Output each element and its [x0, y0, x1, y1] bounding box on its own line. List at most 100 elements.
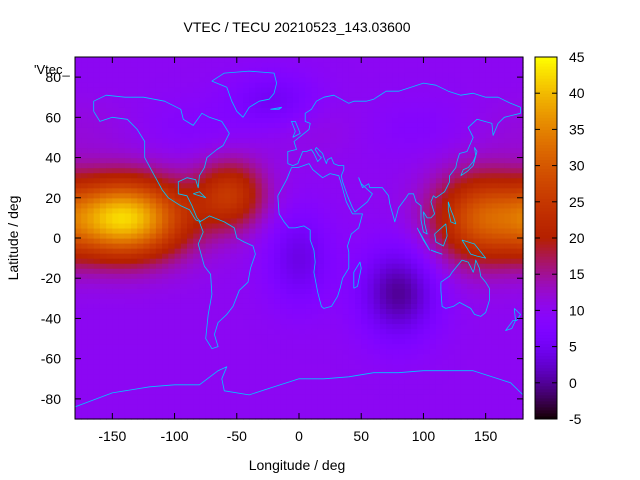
heatmap-cell [491, 408, 499, 415]
heatmap-cell [106, 283, 113, 289]
heatmap-cell [398, 72, 406, 78]
heatmap-cell [417, 343, 425, 350]
heatmap-cell [429, 268, 437, 274]
heatmap-cell [491, 107, 499, 113]
heatmap-cell [274, 313, 281, 320]
heatmap-cell [498, 182, 505, 189]
heatmap-cell [435, 393, 443, 400]
heatmap-cell [205, 298, 213, 304]
heatmap-cell [361, 338, 369, 345]
heatmap-cell [280, 92, 288, 98]
heatmap-cell [498, 82, 505, 88]
heatmap-cell [99, 343, 107, 350]
heatmap-cell [491, 222, 499, 229]
heatmap-cell [162, 243, 169, 249]
heatmap-cell [485, 62, 493, 68]
heatmap-cell [211, 67, 219, 73]
heatmap-cell [323, 152, 331, 159]
heatmap-cell [218, 187, 225, 194]
heatmap-cell [286, 363, 294, 370]
heatmap-cell [442, 393, 449, 400]
heatmap-cell [205, 378, 213, 385]
heatmap-cell [81, 117, 89, 123]
heatmap-cell [448, 157, 456, 164]
heatmap-cell [236, 383, 244, 390]
heatmap-cell [361, 102, 369, 108]
heatmap-cell [473, 217, 481, 224]
heatmap-cell [112, 167, 120, 174]
heatmap-cell [243, 92, 250, 98]
heatmap-cell [137, 318, 145, 325]
heatmap-cell [361, 323, 369, 330]
heatmap-cell [479, 298, 487, 304]
heatmap-cell [118, 338, 126, 345]
heatmap-cell [75, 162, 82, 169]
heatmap-cell [149, 288, 157, 294]
heatmap-cell [236, 263, 244, 269]
heatmap-cell [491, 348, 499, 355]
heatmap-cell [423, 353, 431, 360]
heatmap-cell [292, 288, 300, 294]
heatmap-cell [87, 112, 95, 118]
heatmap-cell [435, 92, 443, 98]
heatmap-cell [143, 263, 151, 269]
heatmap-cell [174, 167, 182, 174]
heatmap-cell [75, 107, 82, 113]
heatmap-cell [305, 227, 313, 234]
heatmap-cell [243, 132, 250, 139]
heatmap-cell [361, 142, 369, 149]
heatmap-cell [155, 348, 163, 355]
heatmap-cell [168, 273, 176, 279]
heatmap-cell [255, 308, 263, 315]
heatmap-cell [479, 318, 487, 325]
heatmap-cell [180, 137, 188, 144]
heatmap-cell [267, 222, 275, 229]
heatmap-cell [180, 57, 188, 63]
heatmap-cell [286, 197, 294, 204]
heatmap-cell [155, 383, 163, 390]
heatmap-cell [355, 343, 362, 350]
heatmap-cell [386, 232, 393, 239]
heatmap-cell [361, 303, 369, 309]
heatmap-cell [311, 313, 319, 320]
heatmap-cell [311, 77, 319, 83]
heatmap-cell [348, 222, 356, 229]
heatmap-cell [411, 102, 418, 108]
heatmap-cell [118, 77, 126, 83]
heatmap-cell [323, 162, 331, 169]
heatmap-cell [448, 368, 456, 375]
heatmap-cell [162, 308, 169, 315]
heatmap-cell [155, 283, 163, 289]
heatmap-cell [429, 112, 437, 118]
heatmap-cell [311, 112, 319, 118]
heatmap-cell [479, 273, 487, 279]
heatmap-cell [379, 413, 387, 420]
heatmap-cell [118, 303, 126, 309]
heatmap-cell [467, 378, 474, 385]
heatmap-cell [162, 313, 169, 320]
heatmap-cell [299, 283, 306, 289]
heatmap-cell [299, 393, 306, 400]
heatmap-cell [87, 172, 95, 179]
heatmap-cell [435, 77, 443, 83]
heatmap-cell [124, 323, 132, 330]
heatmap-cell [243, 323, 250, 330]
heatmap-cell [267, 268, 275, 274]
heatmap-cell [423, 232, 431, 239]
heatmap-cell [460, 167, 468, 174]
heatmap-cell [373, 92, 381, 98]
heatmap-cell [180, 77, 188, 83]
heatmap-cell [417, 57, 425, 63]
heatmap-cell [218, 308, 225, 315]
heatmap-cell [236, 57, 244, 63]
heatmap-cell [330, 147, 337, 154]
heatmap-cell [155, 333, 163, 340]
heatmap-cell [112, 132, 120, 139]
heatmap-cell [155, 62, 163, 68]
heatmap-cell [454, 373, 462, 380]
heatmap-cell [379, 227, 387, 234]
heatmap-cell [75, 253, 82, 259]
heatmap-cell [348, 102, 356, 108]
heatmap-cell [479, 212, 487, 219]
heatmap-cell [205, 283, 213, 289]
